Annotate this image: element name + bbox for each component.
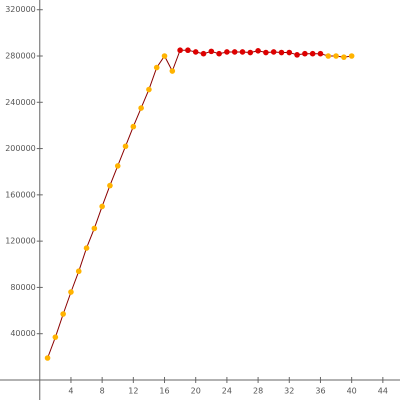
- point: [185, 47, 191, 54]
- point: [60, 311, 66, 317]
- point: [68, 289, 74, 295]
- point: [333, 53, 339, 59]
- y-tick-label: 120000: [5, 237, 36, 246]
- x-tick-label: 44: [378, 386, 388, 395]
- point: [208, 48, 215, 55]
- point: [130, 123, 137, 130]
- point: [286, 49, 293, 56]
- x-tick-label: 20: [191, 386, 201, 395]
- x-tick-label: 36: [315, 386, 325, 395]
- point: [192, 49, 199, 55]
- point: [255, 47, 261, 54]
- point: [122, 143, 129, 150]
- y-tick-label: 320000: [5, 5, 36, 14]
- y-tick-label: 240000: [5, 98, 36, 107]
- point: [91, 225, 98, 232]
- point: [107, 182, 113, 189]
- x-tick-label: 32: [284, 386, 294, 395]
- point: [114, 163, 121, 169]
- x-tick-label: 4: [68, 386, 73, 395]
- point: [231, 49, 238, 55]
- y-tick-label: 80000: [10, 283, 35, 292]
- point: [247, 49, 254, 56]
- point: [169, 68, 176, 74]
- point: [224, 49, 230, 55]
- point: [278, 49, 285, 56]
- x-tick-label: 28: [253, 386, 263, 395]
- x-tick-label: 24: [222, 386, 232, 395]
- point: [348, 53, 355, 59]
- series-line: [47, 49, 352, 359]
- point: [317, 50, 324, 57]
- x-tick-label: 8: [100, 386, 105, 395]
- x-tick-label: 40: [347, 386, 357, 395]
- point: [44, 355, 51, 361]
- point: [263, 49, 269, 56]
- point: [99, 203, 105, 210]
- point: [341, 54, 347, 60]
- point: [161, 53, 168, 59]
- point: [325, 53, 332, 59]
- y-tick-label: 280000: [5, 52, 36, 61]
- point: [138, 105, 144, 111]
- point: [83, 245, 90, 251]
- y-tick-label: 200000: [5, 144, 36, 153]
- x-tick-label: 12: [128, 386, 138, 395]
- point: [177, 47, 183, 54]
- point: [52, 334, 59, 340]
- x-tick-label: 16: [159, 386, 169, 395]
- point: [294, 52, 300, 58]
- point: [302, 50, 308, 57]
- point: [309, 50, 316, 57]
- point: [239, 49, 246, 55]
- point: [270, 49, 277, 55]
- point: [75, 268, 82, 275]
- y-tick-label: 160000: [5, 190, 36, 199]
- y-tick-label: 40000: [10, 329, 35, 338]
- point: [153, 64, 160, 71]
- point: [216, 50, 222, 57]
- point: [200, 50, 207, 57]
- point: [146, 86, 152, 93]
